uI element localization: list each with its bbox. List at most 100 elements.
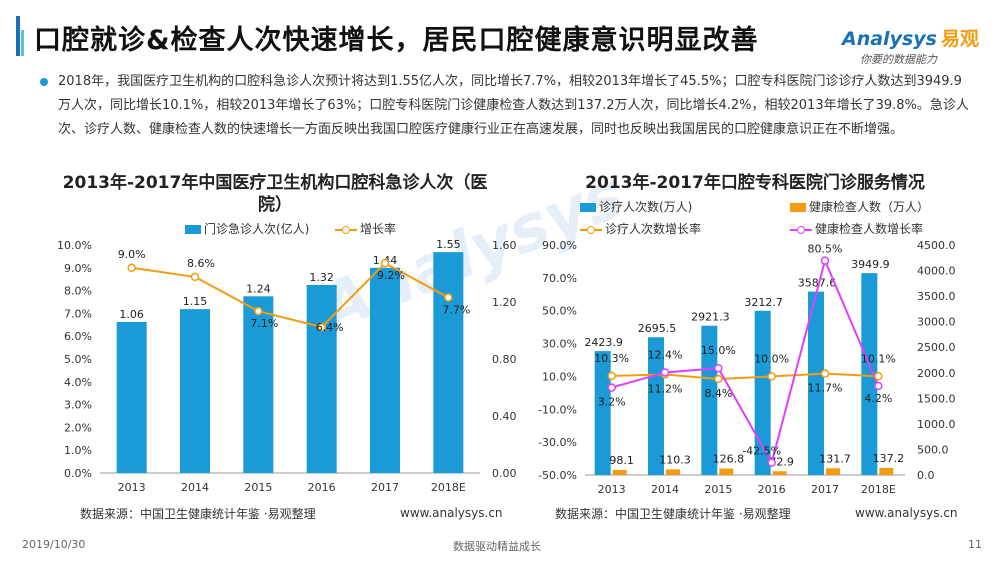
chart1-source: 数据来源：中国卫生健康统计年鉴 ·易观整理 bbox=[80, 507, 316, 521]
right-axis-tick: 1000.0 bbox=[917, 418, 956, 431]
bar-data-label: 1.06 bbox=[119, 308, 144, 321]
growth-rate-point bbox=[317, 322, 326, 332]
bar-visits bbox=[808, 291, 824, 475]
left-axis-tick: 7.0% bbox=[64, 307, 92, 320]
bar-emergency-visits bbox=[433, 252, 464, 473]
bar-emergency-visits bbox=[306, 284, 337, 473]
left-axis-tick: 4.0% bbox=[64, 376, 92, 389]
right-axis-tick: 500.0 bbox=[917, 443, 949, 456]
bar-checkups-label: 72.9 bbox=[769, 455, 794, 468]
bar-emergency-visits bbox=[243, 296, 274, 473]
chart2-title: 2013年-2017年口腔专科医院门诊服务情况 bbox=[585, 173, 925, 193]
bar-visits-label: 2921.3 bbox=[691, 311, 730, 324]
chart1-website: www.analysys.cn bbox=[400, 506, 503, 520]
bar-checkups bbox=[772, 471, 787, 475]
x-tick-label: 2018E bbox=[861, 483, 896, 496]
visits-growth-label: 10.3% bbox=[594, 352, 629, 365]
left-axis-tick: 50.0% bbox=[542, 305, 577, 318]
bar-data-label: 1.32 bbox=[309, 271, 334, 284]
chart1-legend-bar: 门诊急诊人次(亿人) bbox=[185, 220, 309, 237]
line-data-label: 7.7% bbox=[442, 303, 470, 316]
x-tick-label: 2016 bbox=[758, 483, 786, 496]
legend-label: 诊疗人次数(万人) bbox=[599, 200, 693, 214]
line-data-label: 9.0% bbox=[118, 248, 146, 261]
x-tick-label: 2017 bbox=[371, 481, 399, 494]
logo-slogan: 你要的数据能力 bbox=[860, 53, 937, 66]
checkup-growth-point bbox=[714, 363, 723, 373]
chart2-source: 数据来源：中国卫生健康统计年鉴 ·易观整理 bbox=[555, 507, 791, 521]
visits-growth-label: 10.1% bbox=[861, 352, 896, 365]
bar-data-label: 1.24 bbox=[246, 282, 271, 295]
x-tick-label: 2014 bbox=[651, 483, 679, 496]
bar-checkups-label: 137.2 bbox=[873, 452, 905, 465]
left-axis-tick: 5.0% bbox=[64, 353, 92, 366]
right-axis-tick: 0.40 bbox=[492, 410, 517, 423]
bar-data-label: 1.44 bbox=[373, 254, 398, 267]
bar-checkups bbox=[879, 467, 894, 475]
visits-growth-point bbox=[660, 370, 670, 379]
x-tick-label: 2016 bbox=[308, 481, 336, 494]
right-axis-tick: 2000.0 bbox=[917, 367, 956, 380]
bar-visits-label: 3949.9 bbox=[851, 258, 890, 271]
x-tick-label: 2018E bbox=[431, 481, 466, 494]
right-axis-tick: 1500.0 bbox=[917, 392, 956, 405]
legend-label: 健康检查人数增长率 bbox=[815, 222, 924, 236]
left-axis-tick: -50.0% bbox=[538, 469, 577, 482]
growth-rate-point bbox=[127, 263, 136, 273]
bar-data-label: 1.55 bbox=[436, 238, 461, 251]
line-data-label: 7.1% bbox=[250, 317, 278, 330]
logo-brand-en: Analysys bbox=[842, 28, 937, 50]
line-data-label: 9.2% bbox=[377, 269, 405, 282]
bar-visits-label: 2695.5 bbox=[638, 322, 677, 335]
growth-rate-point bbox=[444, 293, 453, 302]
growth-rate-point bbox=[190, 272, 200, 282]
x-tick-label: 2014 bbox=[181, 481, 209, 494]
visits-growth-label: 11.7% bbox=[808, 382, 843, 395]
legend-swatch-orange-bar bbox=[790, 203, 806, 212]
visits-growth-label: 8.4% bbox=[704, 387, 732, 400]
bar-checkups-label: 98.1 bbox=[609, 454, 634, 467]
checkup-growth-point bbox=[660, 368, 670, 377]
left-axis-tick: 90.0% bbox=[542, 239, 577, 252]
bar-visits bbox=[594, 351, 611, 475]
checkup-growth-label: 3.2% bbox=[598, 396, 626, 409]
logo-brand: Analysys 易观 bbox=[842, 24, 982, 51]
checkup-growth-point bbox=[874, 381, 883, 391]
right-axis-tick: 1.60 bbox=[492, 239, 517, 252]
bar-visits-label: 3212.7 bbox=[744, 296, 783, 309]
page-title: 口腔就诊&检查人次快速增长，居民口腔健康意识明显改善 bbox=[34, 25, 759, 56]
checkup-growth-point bbox=[767, 458, 776, 467]
checkup-growth-label: 80.5% bbox=[808, 243, 843, 256]
x-tick-label: 2013 bbox=[118, 481, 146, 494]
right-axis-tick: 0.0 bbox=[917, 469, 935, 482]
legend-swatch-orange-line bbox=[335, 225, 357, 235]
bar-checkups-label: 110.3 bbox=[659, 453, 691, 466]
logo-brand-cn: 易观 bbox=[940, 28, 979, 50]
bar-emergency-visits bbox=[180, 309, 210, 473]
left-axis-tick: 3.0% bbox=[64, 399, 92, 412]
bar-visits-label: 2423.9 bbox=[584, 336, 623, 349]
checkup-growth-line bbox=[611, 257, 880, 466]
legend-swatch-blue-bar bbox=[185, 225, 201, 234]
visits-growth-point bbox=[767, 372, 776, 381]
line-data-label: 8.6% bbox=[187, 257, 215, 270]
legend-swatch-pink-line bbox=[790, 225, 812, 235]
x-tick-label: 2017 bbox=[811, 483, 839, 496]
x-tick-label: 2013 bbox=[598, 483, 626, 496]
bar-checkups bbox=[666, 469, 680, 475]
left-axis-tick: -10.0% bbox=[538, 403, 577, 416]
bar-checkups bbox=[719, 468, 734, 475]
chart2-legend-visits-bar: 诊疗人次数(万人) bbox=[580, 198, 692, 215]
left-axis-tick: 70.0% bbox=[542, 272, 577, 285]
checkup-growth-point bbox=[607, 383, 616, 392]
bar-checkups-label: 131.7 bbox=[819, 452, 851, 465]
bar-visits-label: 3587.6 bbox=[798, 277, 837, 290]
left-axis-tick: 2.0% bbox=[64, 421, 92, 434]
chart1-legend-line: 增长率 bbox=[335, 220, 396, 237]
checkup-growth-label: 15.0% bbox=[701, 344, 736, 357]
visits-growth-point bbox=[874, 372, 883, 381]
line-data-label: 6.4% bbox=[316, 321, 344, 334]
page-number: 11 bbox=[968, 538, 982, 551]
growth-rate-point bbox=[380, 258, 390, 268]
legend-label: 健康检查人数（万人） bbox=[809, 200, 930, 214]
